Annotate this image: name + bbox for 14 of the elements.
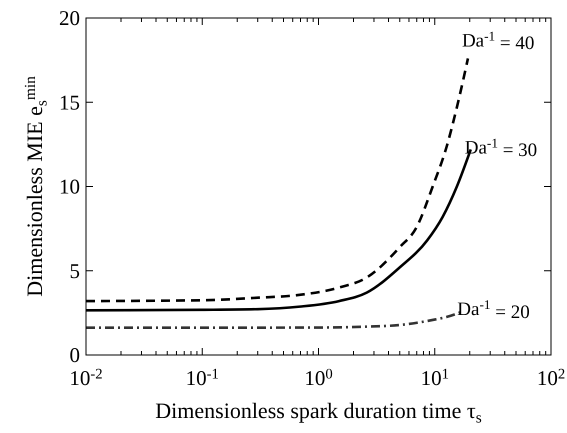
y-tick-label: 10 <box>59 174 80 198</box>
y-tick-label: 15 <box>59 90 80 114</box>
annotation: Da$^{-1}$ = 40 <box>462 28 534 54</box>
x-axis-title: Dimensionless spark duration time τ$_{s}$ <box>155 398 482 427</box>
annotation: Da$^{-1}$ = 30 <box>464 135 538 161</box>
x-tick-label: 10$^{2}$ <box>536 366 566 390</box>
y-tick-label: 5 <box>70 258 80 283</box>
x-tick-label: 10$^{-1}$ <box>186 366 219 390</box>
x-tick-label: 10$^{1}$ <box>420 366 449 390</box>
x-tick-label: 10$^{-2}$ <box>69 366 103 390</box>
y-tick-label: 0 <box>70 343 80 367</box>
x-tick-label: 10$^{0}$ <box>304 366 333 390</box>
annotation: Da$^{-1}$ = 20 <box>457 297 530 323</box>
y-tick-label: 20 <box>59 6 80 30</box>
